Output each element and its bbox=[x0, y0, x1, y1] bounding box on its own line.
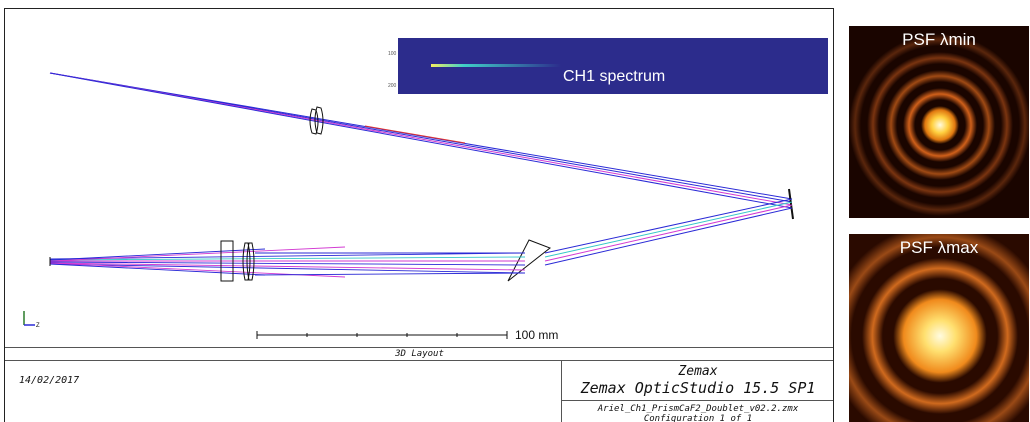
ray bbox=[49, 261, 526, 266]
ray bbox=[254, 272, 526, 276]
configuration-label: Configuration 1 of 1 bbox=[643, 414, 753, 422]
psf-max-image bbox=[849, 234, 1029, 422]
spectrum-label: CH1 spectrum bbox=[563, 68, 665, 85]
psf-min-panel: PSF λmin bbox=[849, 26, 1029, 218]
ray bbox=[49, 72, 793, 209]
scale-bar-label: 100 mm bbox=[515, 328, 558, 342]
ray bbox=[49, 246, 346, 262]
company-name: Zemax bbox=[678, 364, 718, 379]
layout-date: 14/02/2017 bbox=[19, 375, 80, 386]
ray bbox=[544, 204, 793, 262]
psf-min-label: PSF λmin bbox=[902, 30, 976, 49]
return-beam bbox=[544, 198, 793, 266]
lower-lens-group bbox=[220, 240, 255, 282]
layout-title: 3D Layout bbox=[5, 347, 833, 361]
ray bbox=[49, 256, 526, 261]
ray bbox=[364, 125, 466, 144]
ray bbox=[49, 263, 266, 276]
spectrum-tick-top: 100 bbox=[388, 51, 397, 57]
file-name: Ariel_Ch1_PrismCaF2_Doublet_v02.2.zmx bbox=[597, 404, 799, 414]
prism bbox=[507, 239, 552, 282]
title-block-file: Ariel_Ch1_PrismCaF2_Doublet_v02.2.zmx Co… bbox=[562, 401, 833, 422]
ray bbox=[544, 201, 793, 258]
spectrum-tick-bottom: 200 bbox=[388, 83, 397, 89]
upper-doublet-lens bbox=[309, 106, 324, 135]
lower-beam bbox=[49, 246, 526, 278]
axis-indicator: Z bbox=[23, 311, 40, 329]
ray bbox=[49, 263, 526, 274]
ray bbox=[544, 198, 793, 254]
psf-min-image bbox=[849, 26, 1029, 218]
software-version: Zemax OpticStudio 15.5 SP1 bbox=[580, 379, 816, 397]
fold-mirror bbox=[788, 188, 794, 220]
optical-layout-diagram: 100 200 CH1 spectrum bbox=[23, 38, 828, 342]
spectrum-inset: 100 200 CH1 spectrum bbox=[388, 38, 828, 94]
layout-panel: 100 200 CH1 spectrum bbox=[4, 8, 834, 422]
title-block-header: Zemax Zemax OpticStudio 15.5 SP1 bbox=[562, 360, 833, 401]
spectrum-trace bbox=[431, 64, 561, 67]
axis-label: Z bbox=[36, 323, 40, 329]
ray bbox=[49, 262, 526, 271]
upper-beam bbox=[49, 72, 793, 209]
title-block: Zemax Zemax OpticStudio 15.5 SP1 Ariel_C… bbox=[561, 360, 833, 422]
scale-bar bbox=[256, 331, 508, 339]
ray bbox=[49, 248, 266, 261]
psf-max-label: PSF λmax bbox=[899, 238, 979, 257]
ray bbox=[49, 252, 526, 260]
ray bbox=[544, 207, 793, 266]
psf-max-panel: PSF λmax bbox=[849, 234, 1029, 422]
